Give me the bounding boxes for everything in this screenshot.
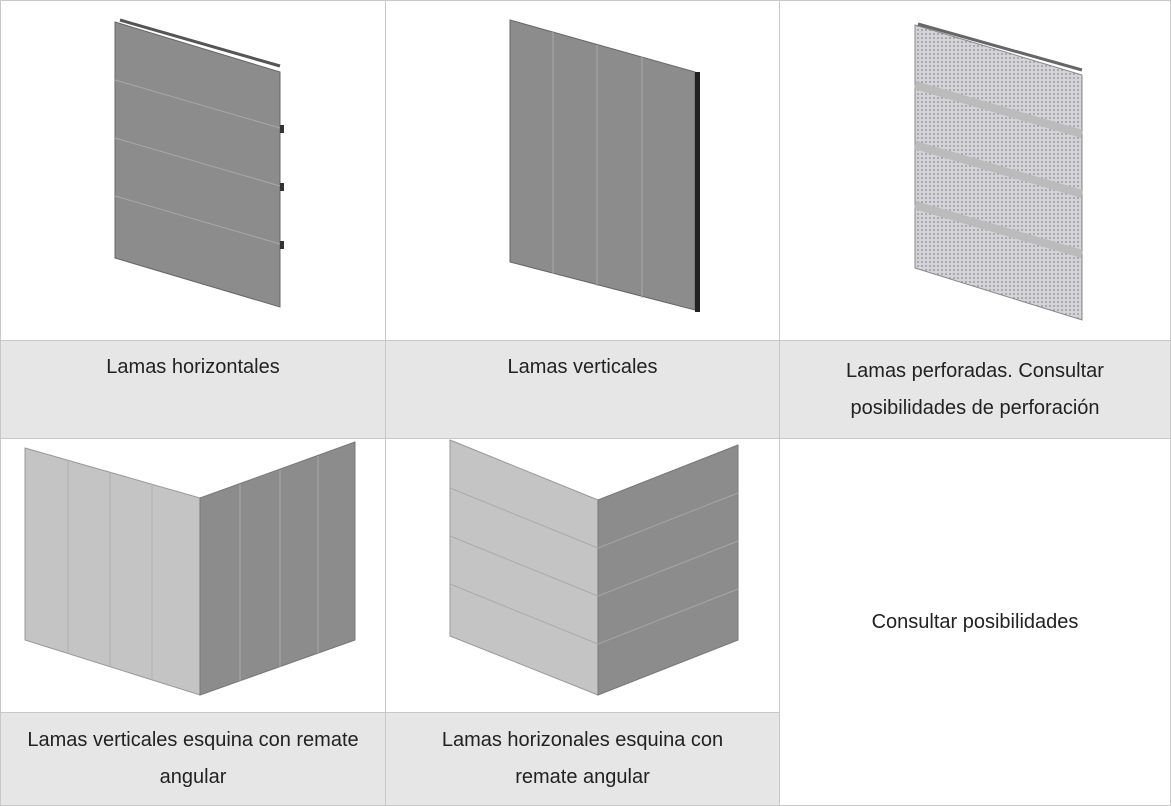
panel-perforated [913, 22, 1084, 321]
panel-corner-horizontal [449, 439, 739, 696]
panel-vertical [509, 19, 700, 312]
panel-corner-vertical [24, 441, 356, 696]
caption: Lamas perforadas. Consultar posibilidade… [779, 340, 1171, 439]
caption: Lamas horizontales [0, 340, 386, 439]
caption: Lamas horizonales esquina con remate ang… [385, 712, 780, 806]
caption: Lamas verticales esquina con remate angu… [0, 712, 386, 806]
note: Consultar posibilidades [779, 438, 1171, 806]
panel-horizontal [114, 18, 284, 308]
